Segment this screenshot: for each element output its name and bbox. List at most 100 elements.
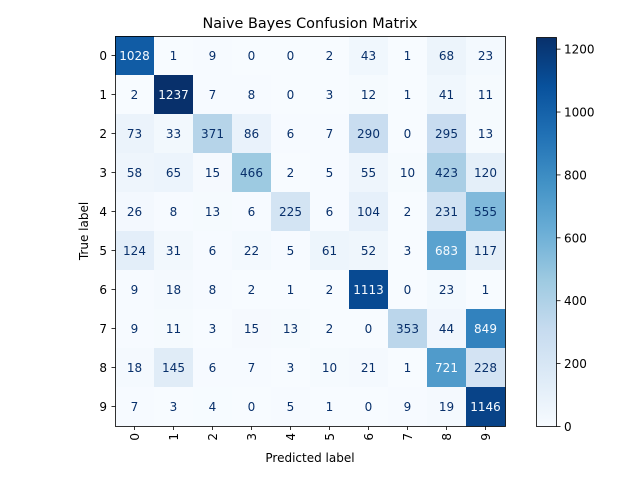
heatmap-cell — [271, 231, 311, 271]
colorbar-ticks: 0 200 400 600 800 1000 1200 — [556, 43, 595, 434]
heatmap-cell — [154, 309, 194, 349]
cell-value-label: 0 — [365, 400, 373, 414]
heatmap-cell — [115, 114, 155, 154]
heatmap-cell — [466, 348, 506, 388]
heatmap-cell — [427, 36, 467, 76]
x-tick-label: 5 — [323, 433, 337, 441]
heatmap-cell — [466, 309, 506, 349]
cell-value-label: 5 — [326, 166, 334, 180]
cell-value-label: 7 — [131, 400, 139, 414]
heatmap-cell — [427, 348, 467, 388]
heatmap-cell — [466, 231, 506, 271]
cell-value-label: 295 — [435, 127, 458, 141]
cell-value-label: 43 — [361, 49, 376, 63]
heatmap-cell — [349, 387, 389, 427]
heatmap-cell — [388, 309, 428, 349]
colorbar-tick-label: 1000 — [564, 106, 595, 120]
cell-value-label: 1 — [404, 49, 412, 63]
cell-value-label: 9 — [209, 49, 217, 63]
cell-value-label: 2 — [287, 166, 295, 180]
cell-value-label: 73 — [127, 127, 142, 141]
cell-value-label: 19 — [439, 400, 454, 414]
cell-value-label: 1 — [404, 88, 412, 102]
heatmap-cell — [388, 114, 428, 154]
cell-value-label: 21 — [361, 361, 376, 375]
heatmap-cell — [232, 387, 272, 427]
heatmap-cell — [466, 75, 506, 115]
x-tick-label: 8 — [440, 433, 454, 441]
cell-value-label: 26 — [127, 205, 142, 219]
cell-value-label: 683 — [435, 244, 458, 258]
cell-value-label: 6 — [326, 205, 334, 219]
cell-value-label: 5 — [287, 400, 295, 414]
cell-value-label: 6 — [209, 244, 217, 258]
cell-value-label: 23 — [439, 283, 454, 297]
colorbar — [536, 37, 557, 427]
cell-value-label: 0 — [404, 283, 412, 297]
cell-value-label: 117 — [474, 244, 497, 258]
cell-value-label: 18 — [127, 361, 142, 375]
y-axis-ticks: 0 1 2 3 4 5 6 7 8 9 — [99, 49, 116, 414]
x-tick-label: 7 — [401, 433, 415, 441]
heatmap-cell — [271, 387, 311, 427]
cell-value-label: 10 — [400, 166, 415, 180]
heatmap-cell — [271, 192, 311, 232]
y-tick-label: 9 — [99, 400, 107, 414]
heatmap-cell — [271, 36, 311, 76]
heatmap-cell — [349, 192, 389, 232]
cell-value-label: 6 — [209, 361, 217, 375]
heatmap-cells — [115, 36, 506, 427]
heatmap-cell — [310, 153, 350, 193]
heatmap-cell — [388, 153, 428, 193]
heatmap-cell — [271, 309, 311, 349]
heatmap-cell — [115, 387, 155, 427]
heatmap-cell — [193, 153, 233, 193]
heatmap-cell — [193, 309, 233, 349]
heatmap-cell — [115, 153, 155, 193]
heatmap-cell — [193, 192, 233, 232]
cell-value-label: 5 — [287, 244, 295, 258]
cell-value-label: 4 — [209, 400, 217, 414]
heatmap-cell — [193, 114, 233, 154]
cell-value-label: 0 — [365, 322, 373, 336]
y-tick-label: 2 — [99, 127, 107, 141]
heatmap-cell — [232, 309, 272, 349]
chart-title: Naive Bayes Confusion Matrix — [202, 16, 418, 32]
cell-value-label: 22 — [244, 244, 259, 258]
y-tick-label: 3 — [99, 166, 107, 180]
heatmap-cell — [466, 387, 506, 427]
heatmap-cell — [232, 114, 272, 154]
heatmap-cell — [271, 270, 311, 310]
y-tick-label: 6 — [99, 283, 107, 297]
heatmap-cell — [427, 270, 467, 310]
heatmap-cell — [466, 192, 506, 232]
heatmap-cell — [388, 75, 428, 115]
heatmap-cell — [115, 270, 155, 310]
cell-value-label: 68 — [439, 49, 454, 63]
cell-value-label: 9 — [131, 283, 139, 297]
heatmap-cell — [232, 348, 272, 388]
y-tick-label: 8 — [99, 361, 107, 375]
heatmap-cell — [154, 192, 194, 232]
colorbar-tick-label: 800 — [564, 168, 587, 182]
cell-value-label: 33 — [166, 127, 181, 141]
heatmap-cell — [427, 153, 467, 193]
heatmap-cell — [310, 231, 350, 271]
heatmap-cell — [193, 36, 233, 76]
heatmap-cell — [232, 192, 272, 232]
colorbar-tick-label: 600 — [564, 231, 587, 245]
cell-value-label: 61 — [322, 244, 337, 258]
cell-value-label: 290 — [357, 127, 380, 141]
x-tick-label: 1 — [167, 433, 181, 441]
cell-value-label: 0 — [287, 88, 295, 102]
cell-value-label: 8 — [248, 88, 256, 102]
cell-value-label: 86 — [244, 127, 259, 141]
cell-value-label: 41 — [439, 88, 454, 102]
heatmap-cell — [115, 36, 155, 76]
cell-value-label: 423 — [435, 166, 458, 180]
cell-value-label: 0 — [404, 127, 412, 141]
cell-value-label: 15 — [244, 322, 259, 336]
heatmap-cell — [154, 36, 194, 76]
heatmap-cell — [115, 348, 155, 388]
cell-value-label: 1113 — [353, 283, 384, 297]
